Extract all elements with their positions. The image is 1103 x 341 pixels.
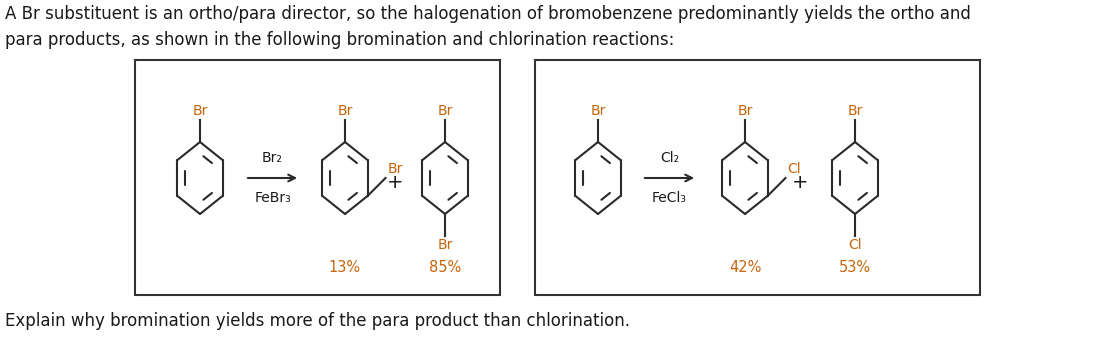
Text: 53%: 53% [839, 260, 871, 275]
Text: Br: Br [437, 104, 452, 118]
Text: 13%: 13% [329, 260, 361, 275]
Text: Cl₂: Cl₂ [660, 151, 679, 165]
Text: Br₂: Br₂ [263, 151, 283, 165]
Text: 85%: 85% [429, 260, 461, 275]
Text: Br: Br [437, 238, 452, 252]
Text: +: + [792, 173, 808, 192]
Text: Br: Br [338, 104, 353, 118]
Text: Br: Br [590, 104, 606, 118]
Text: Br: Br [847, 104, 863, 118]
Text: +: + [387, 173, 404, 192]
Text: Br: Br [192, 104, 207, 118]
Text: FeBr₃: FeBr₃ [254, 191, 291, 205]
Text: Br: Br [387, 162, 403, 176]
Text: Cl: Cl [848, 238, 861, 252]
Text: A Br substituent is an ortho/para director, so the halogenation of bromobenzene : A Br substituent is an ortho/para direct… [6, 5, 971, 49]
Bar [135, 60, 500, 295]
Text: Cl: Cl [788, 162, 801, 176]
Bar [535, 60, 979, 295]
Text: Explain why bromination yields more of the para product than chlorination.: Explain why bromination yields more of t… [6, 312, 630, 330]
Text: FeCl₃: FeCl₃ [652, 191, 687, 205]
Text: Br: Br [737, 104, 752, 118]
Text: 42%: 42% [729, 260, 761, 275]
